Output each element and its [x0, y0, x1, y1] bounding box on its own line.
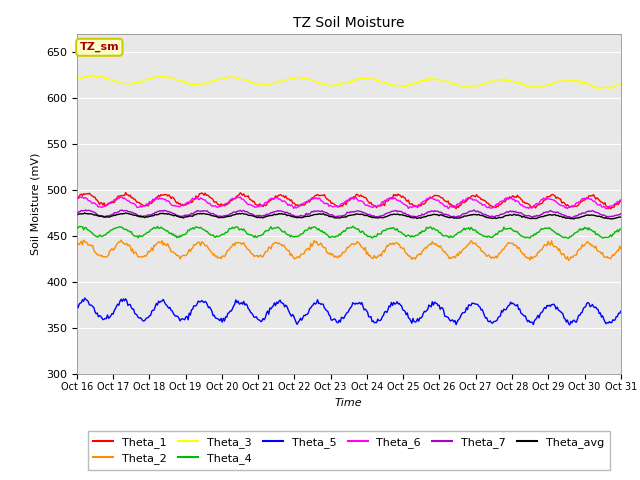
Theta_avg — [617, 214, 625, 220]
Theta_4 — [378, 228, 386, 234]
Theta_avg — [474, 212, 481, 217]
Theta_avg — [568, 216, 576, 221]
Theta_6 — [237, 194, 244, 200]
Text: TZ_sm: TZ_sm — [79, 42, 119, 52]
Theta_avg — [243, 212, 251, 217]
Theta_6 — [604, 206, 611, 212]
Theta_1 — [474, 194, 481, 200]
Theta_5 — [73, 302, 81, 308]
Theta_2 — [569, 254, 577, 260]
Theta_3 — [73, 77, 81, 83]
Theta_1 — [243, 193, 251, 199]
Theta_5 — [81, 295, 88, 301]
Theta_1 — [617, 198, 625, 204]
Theta_avg — [378, 215, 386, 221]
Theta_2 — [303, 245, 311, 251]
Theta_3 — [303, 76, 311, 82]
Theta_4 — [569, 232, 577, 238]
Line: Theta_3: Theta_3 — [77, 75, 621, 89]
Theta_2 — [80, 237, 88, 243]
X-axis label: Time: Time — [335, 397, 363, 408]
Theta_7 — [617, 211, 625, 216]
Theta_avg — [608, 216, 616, 222]
Theta_7 — [302, 210, 310, 216]
Theta_6 — [243, 201, 251, 207]
Line: Theta_2: Theta_2 — [77, 240, 621, 260]
Theta_2 — [73, 242, 81, 248]
Theta_6 — [568, 203, 576, 208]
Theta_5 — [474, 301, 481, 307]
Line: Theta_avg: Theta_avg — [77, 213, 621, 219]
Theta_7 — [73, 210, 81, 216]
Theta_7 — [378, 213, 385, 218]
Theta_5 — [569, 318, 577, 324]
Theta_5 — [378, 314, 386, 320]
Theta_7 — [567, 215, 575, 220]
Theta_1 — [73, 195, 81, 201]
Theta_6 — [73, 196, 81, 202]
Line: Theta_6: Theta_6 — [77, 197, 621, 209]
Theta_1 — [404, 197, 412, 203]
Theta_7 — [403, 212, 411, 217]
Theta_7 — [470, 207, 478, 213]
Theta_3 — [404, 82, 412, 87]
Theta_6 — [474, 199, 481, 204]
Theta_3 — [593, 86, 601, 92]
Theta_5 — [566, 322, 573, 328]
Theta_avg — [404, 213, 412, 219]
Theta_2 — [617, 246, 625, 252]
Theta_7 — [242, 209, 250, 215]
Theta_avg — [303, 214, 311, 219]
Theta_4 — [404, 232, 412, 238]
Theta_3 — [568, 77, 576, 83]
Theta_5 — [303, 312, 311, 317]
Theta_1 — [378, 202, 386, 208]
Y-axis label: Soil Moisture (mV): Soil Moisture (mV) — [30, 153, 40, 255]
Theta_6 — [404, 205, 412, 211]
Line: Theta_7: Theta_7 — [77, 210, 621, 217]
Theta_4 — [242, 229, 250, 235]
Theta_4 — [349, 223, 356, 229]
Theta_1 — [303, 199, 311, 205]
Theta_5 — [617, 308, 625, 314]
Theta_avg — [81, 210, 88, 216]
Theta_2 — [474, 243, 481, 249]
Theta_4 — [73, 225, 81, 230]
Theta_4 — [474, 229, 481, 235]
Line: Theta_1: Theta_1 — [77, 192, 621, 209]
Line: Theta_4: Theta_4 — [77, 226, 621, 238]
Theta_2 — [564, 257, 572, 263]
Theta_avg — [73, 212, 81, 218]
Theta_3 — [378, 79, 386, 85]
Legend: Theta_1, Theta_2, Theta_3, Theta_4, Theta_5, Theta_6, Theta_7, Theta_avg: Theta_1, Theta_2, Theta_3, Theta_4, Thet… — [88, 431, 610, 469]
Line: Theta_5: Theta_5 — [77, 298, 621, 325]
Theta_6 — [378, 199, 386, 204]
Title: TZ Soil Moisture: TZ Soil Moisture — [293, 16, 404, 30]
Theta_4 — [302, 228, 310, 233]
Theta_2 — [243, 246, 251, 252]
Theta_5 — [404, 315, 412, 321]
Theta_3 — [474, 83, 481, 88]
Theta_3 — [617, 81, 625, 86]
Theta_6 — [617, 197, 625, 203]
Theta_1 — [122, 190, 129, 195]
Theta_1 — [607, 206, 614, 212]
Theta_2 — [378, 250, 386, 255]
Theta_3 — [243, 78, 251, 84]
Theta_4 — [564, 235, 572, 241]
Theta_4 — [617, 226, 625, 232]
Theta_7 — [569, 215, 577, 220]
Theta_3 — [89, 72, 97, 78]
Theta_2 — [404, 253, 412, 259]
Theta_1 — [568, 204, 576, 209]
Theta_6 — [303, 200, 311, 205]
Theta_5 — [243, 302, 251, 308]
Theta_7 — [474, 208, 481, 214]
